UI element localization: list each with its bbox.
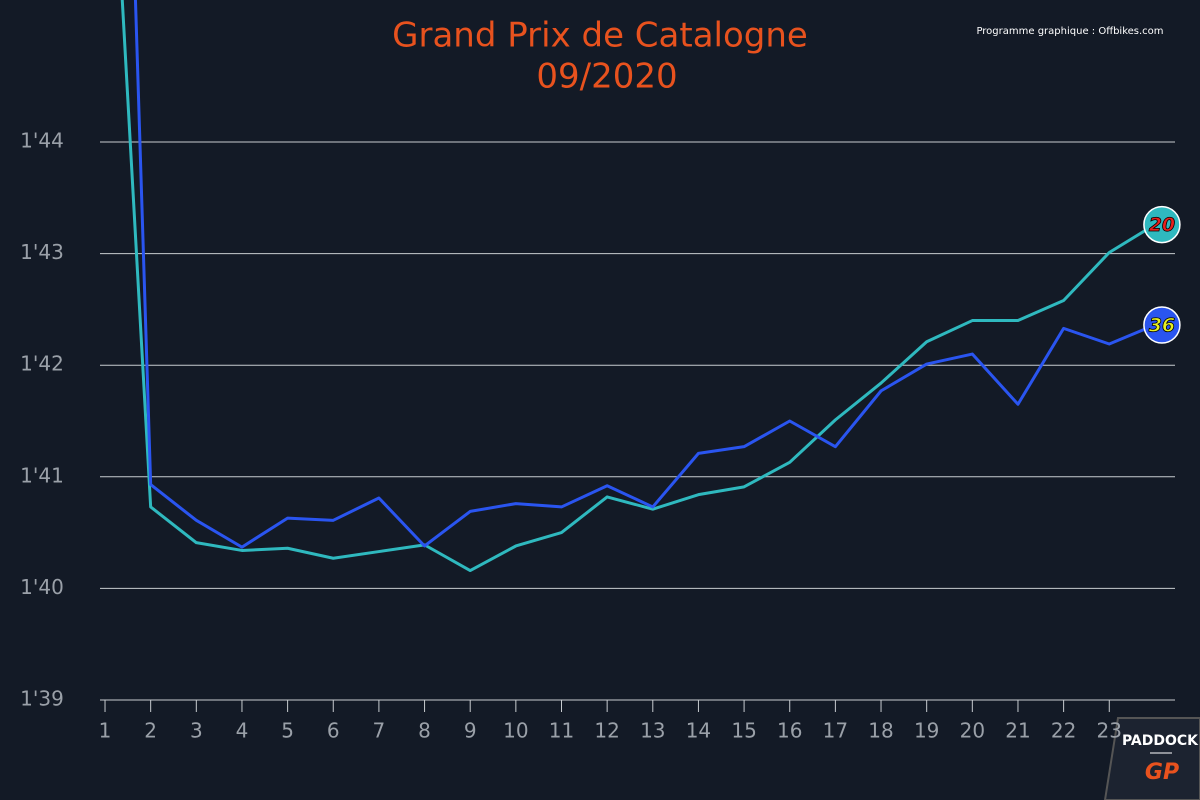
x-tick-label: 7	[373, 719, 386, 743]
x-tick-label: 22	[1051, 719, 1076, 743]
logo-mark: GP	[1145, 760, 1179, 785]
series-badge	[1143, 205, 1181, 244]
x-tick-label: 15	[731, 719, 756, 743]
x-tick-label: 14	[686, 719, 711, 743]
logo: PADDOCK GP	[1103, 717, 1200, 800]
chart-subtitle: 09/2020	[536, 57, 677, 97]
y-tick-label: 1'44	[20, 129, 64, 153]
logo-text: PADDOCK	[1122, 733, 1199, 749]
x-tick-label: 19	[914, 719, 939, 743]
y-tick-label: 1'43	[20, 240, 64, 264]
x-tick-label: 18	[868, 719, 893, 743]
y-tick-label: 1'41	[20, 463, 64, 487]
y-tick-label: 1'40	[20, 575, 64, 599]
x-tick-label: 13	[640, 719, 665, 743]
x-tick-label: 6	[327, 719, 340, 743]
x-tick-label: 16	[777, 719, 802, 743]
x-tick-label: 3	[190, 719, 203, 743]
logo-badge	[1103, 717, 1200, 800]
x-tick-label: 10	[503, 719, 528, 743]
chart-title: Grand Prix de Catalogne	[392, 16, 808, 56]
x-tick-label: 5	[281, 719, 294, 743]
x-tick-label: 12	[594, 719, 619, 743]
legend-label: 20	[1149, 214, 1175, 236]
x-tick-label: 11	[549, 719, 574, 743]
legend-label: 36	[1149, 315, 1175, 337]
x-tick-label: 17	[823, 719, 848, 743]
x-tick-label: 4	[236, 719, 249, 743]
credit: Programme graphique : Offbikes.com	[976, 26, 1163, 37]
x-tick-label: 20	[960, 719, 985, 743]
x-tick-label: 21	[1005, 719, 1030, 743]
plot-area	[100, 0, 1175, 701]
y-tick-label: 1'39	[20, 687, 64, 711]
x-tick-label: 8	[418, 719, 431, 743]
series-badge	[1143, 306, 1181, 344]
series-line	[120, 0, 1156, 573]
y-tick-label: 1'42	[20, 352, 64, 376]
x-tick-label: 23	[1097, 719, 1122, 743]
x-tick-label: 2	[144, 719, 157, 743]
series-line	[133, 0, 1156, 549]
x-tick-label: 1	[99, 719, 112, 743]
x-tick-label: 9	[464, 719, 477, 743]
